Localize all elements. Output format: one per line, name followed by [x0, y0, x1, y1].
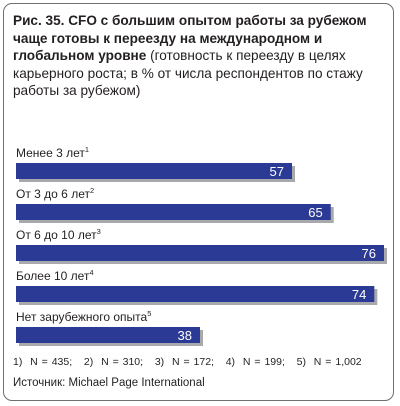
chart-frame — [3, 3, 394, 401]
bar-value-label: 57 — [270, 164, 284, 179]
bar — [16, 327, 200, 343]
bar — [16, 163, 292, 179]
category-label: От 3 до 6 лет2 — [16, 186, 94, 201]
bar-value-label: 76 — [362, 246, 376, 261]
chart-title-subtitle: (готовность к переезду в целях карьерног… — [13, 48, 363, 98]
category-footnote-marker: 3 — [97, 227, 101, 236]
category-label: От 6 до 10 лет3 — [16, 227, 101, 242]
category-footnote-marker: 2 — [90, 186, 94, 195]
bar-value-label: 38 — [178, 328, 192, 343]
category-label: Менее 3 лет1 — [16, 145, 89, 160]
chart-title-bold: Рис. 35. CFO с большим опытом работы за … — [13, 13, 367, 63]
bar — [16, 245, 384, 261]
category-footnote-marker: 5 — [147, 309, 151, 318]
bar — [16, 204, 331, 220]
category-footnote-marker: 1 — [85, 145, 89, 154]
category-label: Более 10 лет4 — [16, 268, 94, 283]
category-label: Нет зарубежного опыта5 — [16, 309, 151, 324]
source-note: Источник: Michael Page International — [13, 377, 205, 389]
bar-value-label: 74 — [352, 287, 366, 302]
footnotes: 1) N = 435; 2) N = 310; 3) N = 172; 4) N… — [13, 356, 362, 368]
category-footnote-marker: 4 — [89, 268, 93, 277]
bar-value-label: 65 — [308, 205, 322, 220]
chart-title: Рис. 35. CFO с большим опытом работы за … — [13, 12, 385, 100]
bar — [16, 286, 375, 302]
